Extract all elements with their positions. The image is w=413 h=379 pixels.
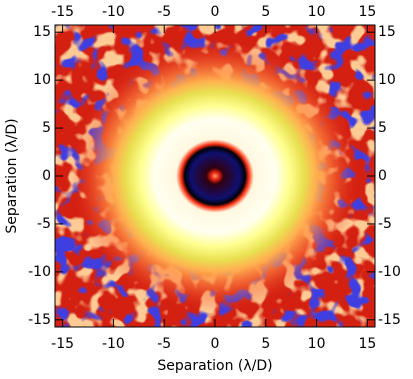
x-tick-label-top: 0 [211, 4, 220, 20]
heatmap-image [55, 25, 375, 327]
y-tick-label-right: 15 [378, 24, 396, 40]
x-axis-label: Separation (λ/D) [157, 358, 272, 374]
y-tick-label: 5 [42, 120, 51, 136]
x-tick-label-top: 10 [308, 4, 326, 20]
x-tick-label-top: 15 [358, 4, 376, 20]
y-tick-label: 10 [33, 72, 51, 88]
y-tick-label-right: 5 [378, 120, 387, 136]
x-tick-label: 5 [261, 336, 270, 352]
x-tick-label-top: -15 [51, 4, 74, 20]
x-tick-label: -5 [157, 336, 171, 352]
y-tick-label-right: 10 [378, 72, 396, 88]
x-tick-label-top: -5 [157, 4, 171, 20]
x-tick-label: 10 [308, 336, 326, 352]
y-tick-label-right: -5 [378, 216, 392, 232]
y-tick-label-right: 0 [378, 168, 387, 184]
y-axis-label: Separation (λ/D) [4, 118, 20, 233]
x-tick-label: 0 [211, 336, 220, 352]
y-tick-label: 0 [42, 168, 51, 184]
x-tick-label: -10 [102, 336, 125, 352]
x-tick-label: -15 [51, 336, 74, 352]
y-tick-label-right: -15 [378, 312, 401, 328]
y-tick-label: -10 [28, 264, 51, 280]
x-tick-label-top: -10 [102, 4, 125, 20]
halo [71, 40, 359, 312]
x-tick-label: 15 [358, 336, 376, 352]
y-tick-label-right: -10 [378, 264, 401, 280]
y-tick-label: -15 [28, 312, 51, 328]
x-tick-label-top: 5 [261, 4, 270, 20]
y-tick-label: 15 [33, 24, 51, 40]
y-tick-label: -5 [37, 216, 51, 232]
